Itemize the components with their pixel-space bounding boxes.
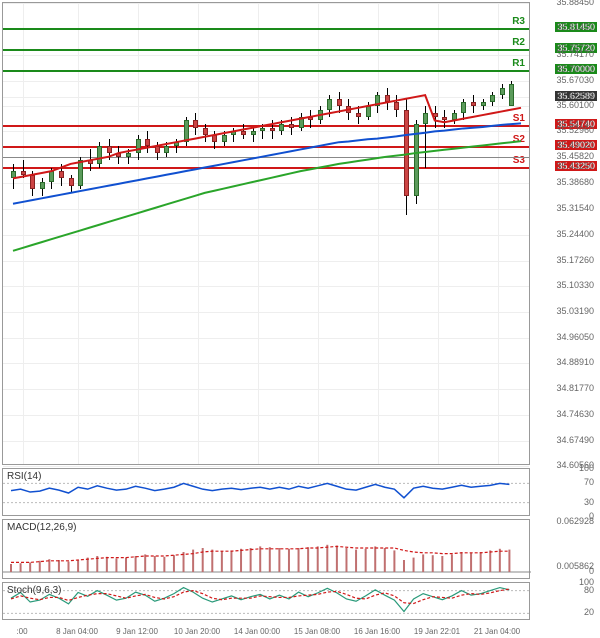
x-tick: 19 Jan 22:01: [414, 627, 460, 636]
y-tick: 35.03190: [556, 306, 594, 316]
indicator-svg: [3, 520, 531, 580]
indicator-label: Stoch(9,6,3): [7, 585, 61, 596]
ma-slow: [13, 141, 521, 251]
price-chart[interactable]: R335.81450R235.75720R135.70000S135.54740…: [2, 2, 530, 465]
y-tick: 70: [584, 477, 594, 487]
y-tick: 35.60100: [556, 100, 594, 110]
y-tick: 35.52960: [556, 125, 594, 135]
stoch-panel[interactable]: Stoch(9,6,3): [2, 582, 530, 620]
x-tick: :00: [16, 627, 27, 636]
y-tick: 34.67490: [556, 435, 594, 445]
indicator-label: RSI(14): [7, 471, 41, 482]
y-tick: 35.67030: [556, 75, 594, 85]
y-tick: 35.74170: [556, 49, 594, 59]
y-axis: 35.8845035.8145035.7572035.7417035.70000…: [532, 2, 598, 622]
y-tick: 35.88450: [556, 0, 594, 7]
y-tick: 34.88910: [556, 357, 594, 367]
x-tick: 21 Jan 04:00: [474, 627, 520, 636]
y-tick: 100: [579, 463, 594, 473]
y-tick: 35.17260: [556, 255, 594, 265]
y-tick: 100: [579, 577, 594, 587]
ma-fast: [13, 95, 521, 178]
y-tick: 30: [584, 497, 594, 507]
y-tick: 35.24400: [556, 229, 594, 239]
x-tick: 16 Jan 16:00: [354, 627, 400, 636]
y-tick: 20: [584, 607, 594, 617]
y-tick: 35.70000: [556, 64, 594, 74]
ma-overlay: [3, 3, 531, 466]
y-tick: 35.43250: [556, 161, 594, 171]
indicator-label: MACD(12,26,9): [7, 522, 76, 533]
y-tick: 0.062928: [556, 516, 594, 526]
x-axis: :00 8 Jan 04:00 9 Jan 12:00 10 Jan 20:00 14 …: [2, 622, 530, 636]
y-tick: 35.81450: [556, 22, 594, 32]
ma-mid: [13, 123, 521, 203]
macd-panel[interactable]: MACD(12,26,9): [2, 519, 530, 579]
y-tick: 34.81770: [556, 383, 594, 393]
y-tick: 35.31540: [556, 203, 594, 213]
y-tick: 0: [589, 566, 594, 576]
y-tick: 35.49020: [556, 140, 594, 150]
x-tick: 10 Jan 20:00: [174, 627, 220, 636]
x-tick: 14 Jan 00:00: [234, 627, 280, 636]
x-tick: 9 Jan 12:00: [116, 627, 158, 636]
rsi-panel[interactable]: RSI(14): [2, 468, 530, 516]
y-tick: 34.74630: [556, 409, 594, 419]
rsi-line: [11, 483, 509, 497]
stoch-k: [11, 588, 509, 612]
stoch-d: [11, 589, 509, 603]
y-tick: 35.10330: [556, 280, 594, 290]
x-tick: 8 Jan 04:00: [56, 627, 98, 636]
indicator-svg: [3, 469, 531, 517]
indicator-svg: [3, 583, 531, 621]
y-tick: 35.38680: [556, 177, 594, 187]
y-tick: 34.96050: [556, 332, 594, 342]
x-tick: 15 Jan 08:00: [294, 627, 340, 636]
